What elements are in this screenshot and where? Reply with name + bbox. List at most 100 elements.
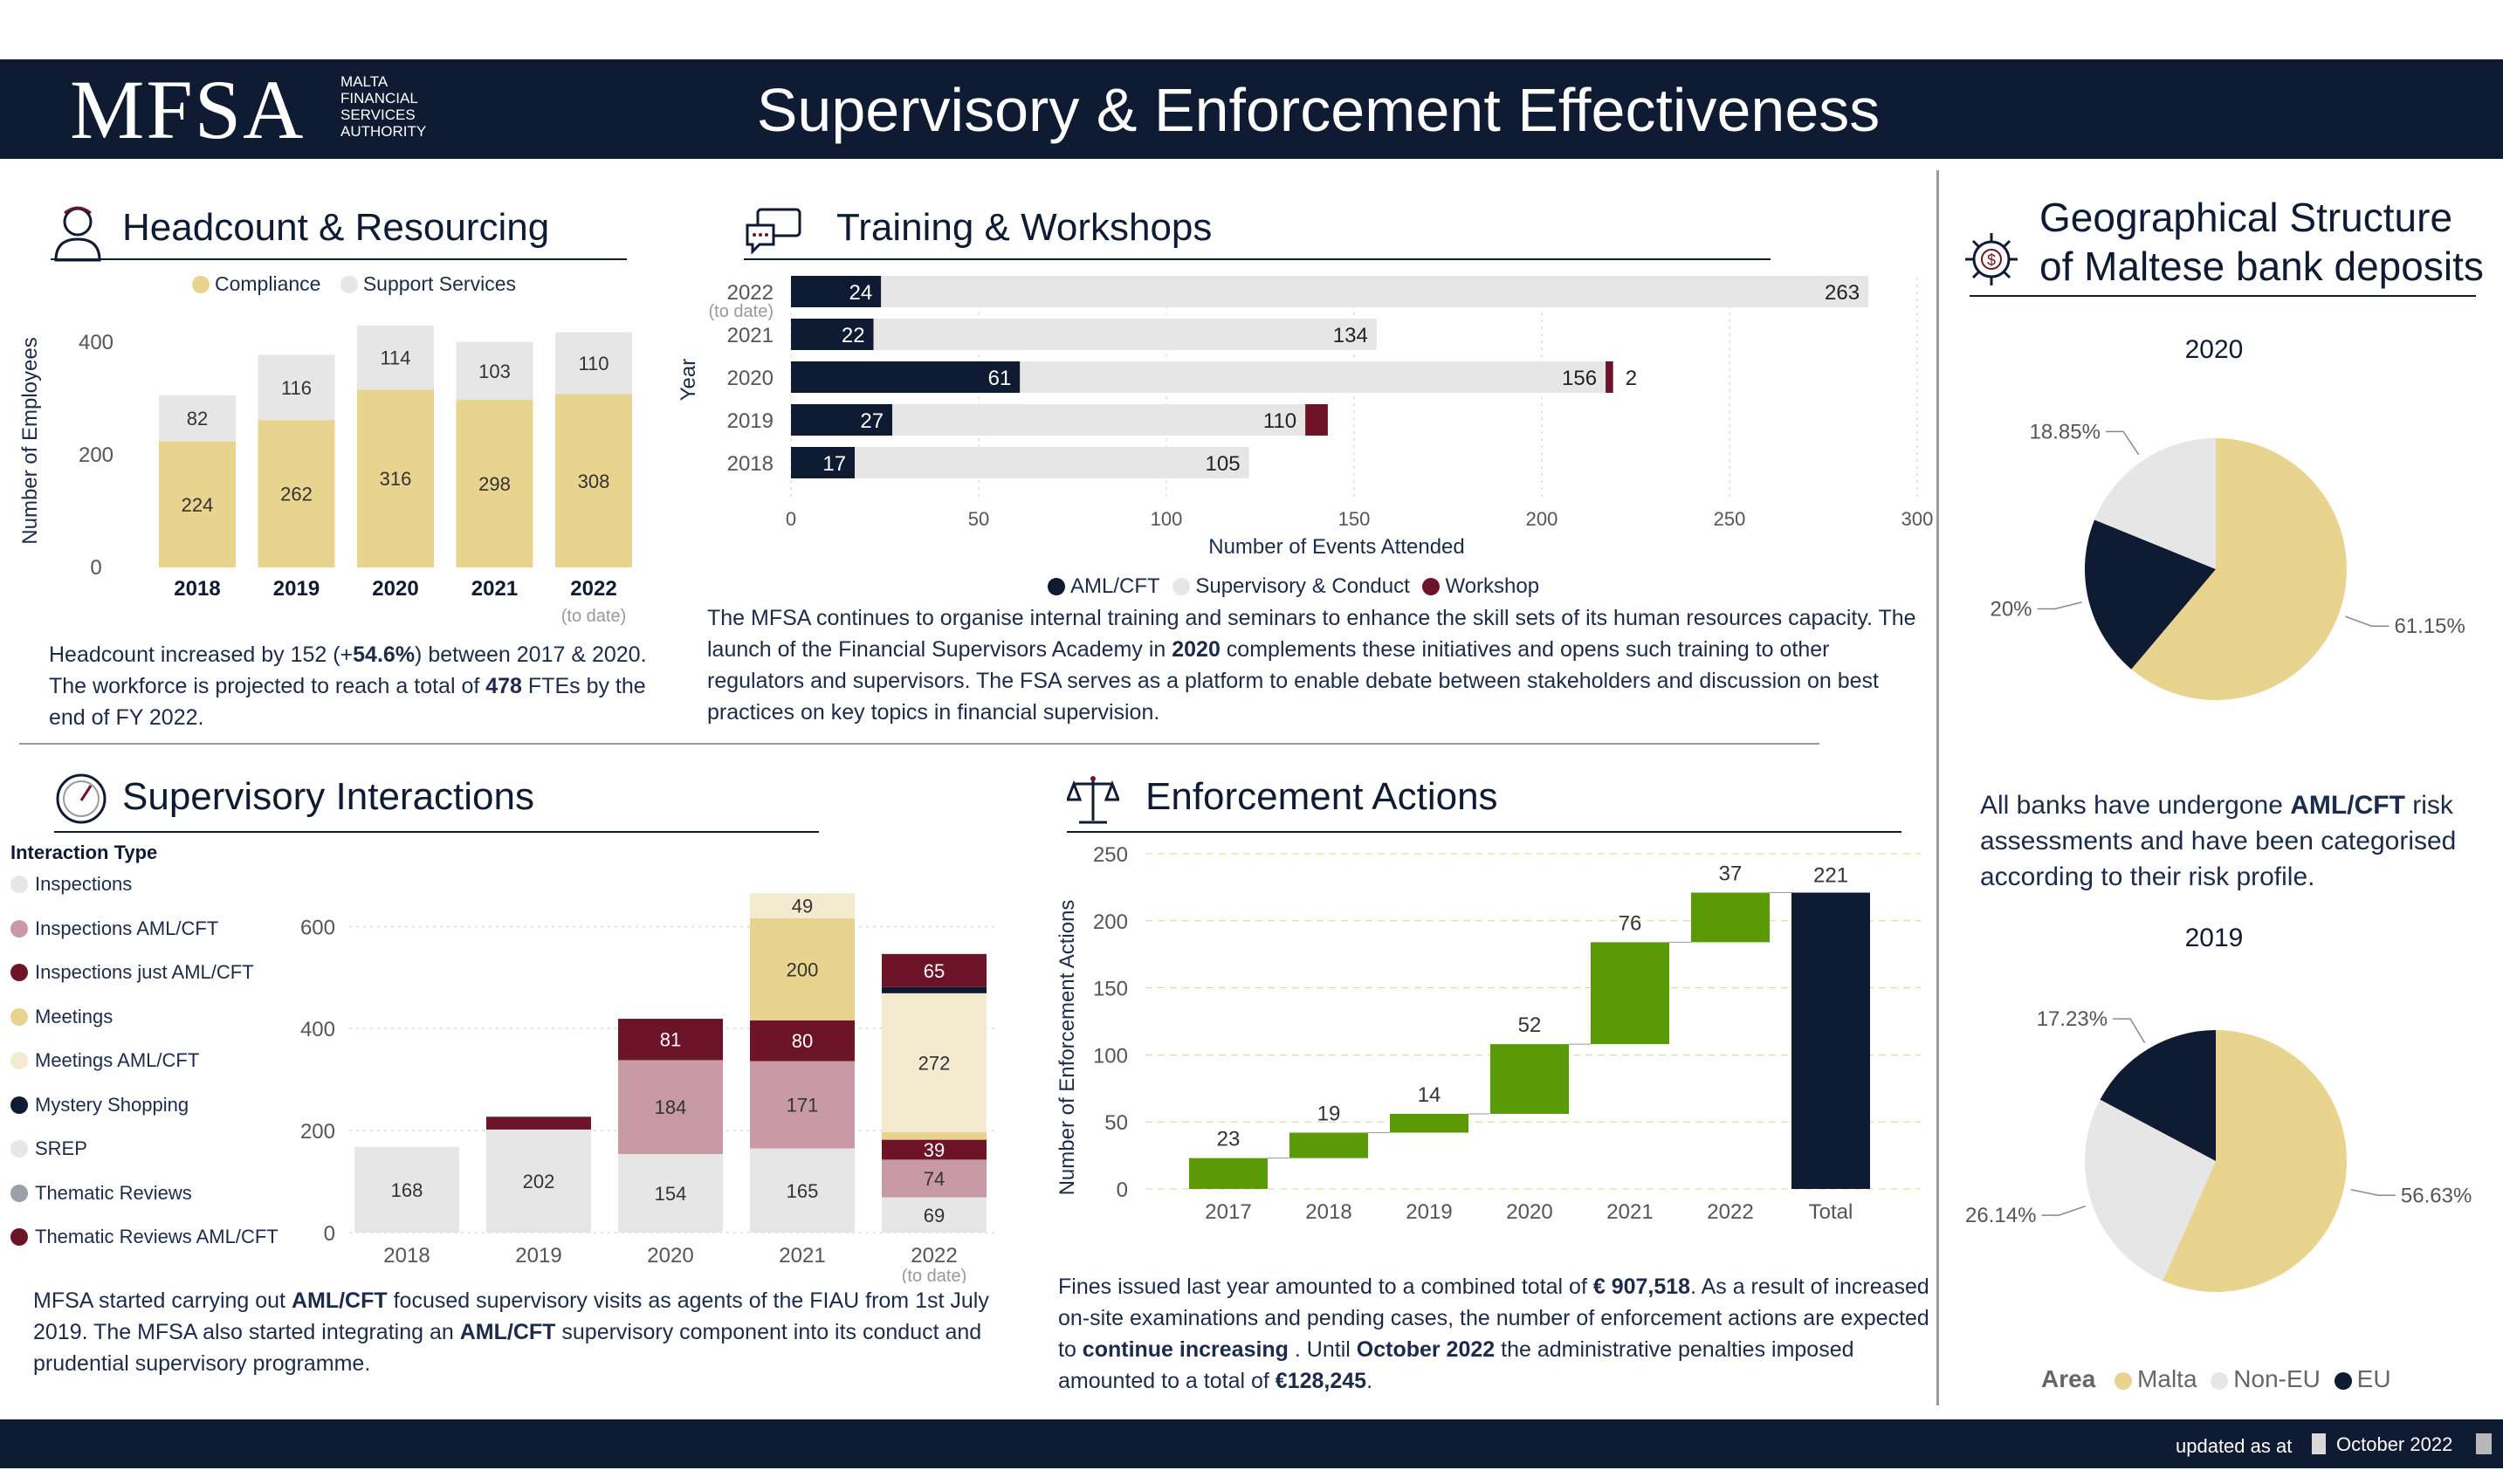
data-label: 23	[1217, 1128, 1241, 1151]
bar-supervisory-conduct	[855, 447, 1249, 478]
legend-label: Meetings AML/CFT	[35, 1049, 200, 1071]
bar-support	[456, 341, 533, 400]
bar-aml	[791, 319, 874, 350]
x-tick-label: 2019	[1406, 1200, 1452, 1224]
training-chart: 0 50 100 150 200 250 300 Number of Events Atten…	[677, 276, 1933, 559]
bar-segment	[618, 1060, 723, 1154]
legend-swatch	[10, 876, 28, 893]
logo-sub-line: AUTHORITY	[340, 123, 427, 140]
bar-total	[1791, 892, 1870, 1189]
x-tick-label: 2019	[515, 1244, 561, 1268]
bar-support	[555, 332, 632, 395]
legend-label: Inspections AML/CFT	[35, 917, 219, 939]
data-label: 82	[187, 408, 208, 429]
horizontal-divider	[19, 743, 1819, 745]
data-label: 80	[792, 1030, 813, 1052]
footer-scroll-handle[interactable]	[2476, 1433, 2492, 1454]
x-tick-label: 200	[1526, 508, 1558, 530]
data-label: 171	[787, 1095, 819, 1116]
data-label: 110	[578, 353, 609, 374]
data-label: 49	[792, 896, 813, 917]
x-tick-label: 2018	[383, 1244, 430, 1268]
supervisory-text: MFSA started carrying out AML/CFT focuse…	[33, 1288, 989, 1376]
data-label: 114	[380, 347, 410, 369]
bar-supervisory-conduct	[873, 319, 1377, 350]
enforcement-title-rule	[1067, 831, 1901, 833]
bar-segment	[486, 1129, 591, 1233]
data-label: 17	[822, 452, 846, 476]
legend-swatch	[10, 1007, 28, 1026]
data-label: 19	[1317, 1102, 1341, 1125]
pie-slice	[2131, 438, 2347, 700]
legend-item-interaction: Meetings AML/CFT	[10, 1049, 199, 1072]
bar-segment	[882, 1197, 987, 1233]
enforcement-chart: Number of Enforcement Actions 0 50 100 150 20…	[1056, 843, 1921, 1224]
x-tick-label: 2020	[372, 577, 418, 601]
training-legend: AML/CFT Supervisory & Conduct Workshop	[1048, 574, 1553, 599]
bar-increase	[1691, 892, 1770, 943]
data-label: 39	[924, 1139, 945, 1161]
y-tick-label: 2021	[727, 324, 774, 347]
y-tick-label: 2018	[727, 452, 774, 476]
bar-segment	[354, 1146, 459, 1233]
to-date-note: (to date)	[709, 302, 774, 321]
legend-item-supervisory-conduct: Supervisory & Conduct	[1172, 574, 1410, 598]
data-label: 308	[578, 471, 610, 492]
data-label: 154	[655, 1183, 687, 1205]
pie-slice	[2085, 1099, 2216, 1281]
legend-item-interaction: Meetings	[10, 1006, 113, 1028]
x-tick-label: 2019	[273, 577, 320, 601]
data-label: 262	[280, 484, 313, 505]
legend-item-workshop: Workshop	[1422, 574, 1539, 598]
bar-aml	[791, 404, 893, 436]
y-tick-label: 400	[300, 1018, 335, 1041]
bar-supervisory-conduct	[892, 404, 1306, 436]
logo-sub-line: FINANCIAL	[340, 90, 418, 106]
y-tick-label: 0	[324, 1222, 335, 1246]
pie-slice	[2100, 1030, 2216, 1161]
data-label: 184	[655, 1096, 687, 1118]
headcount-ylabel: Number of Employees	[18, 337, 42, 544]
pie-leader-line	[2345, 615, 2390, 627]
bar-workshop	[1606, 361, 1613, 393]
x-tick-label: 2022	[570, 577, 616, 601]
headcount-chart: Number of Employees 0 200 400 224 82 2018 262 11…	[18, 325, 632, 626]
data-label: 156	[1562, 367, 1597, 390]
legend-item-eu: EU	[2334, 1365, 2391, 1392]
bar-compliance	[258, 420, 335, 567]
bar-segment	[882, 993, 987, 1132]
footer-date: October 2022	[2336, 1433, 2453, 1455]
bar-segment	[750, 1020, 855, 1061]
legend-item-aml: AML/CFT	[1048, 574, 1160, 598]
legend-item-interaction: Thematic Reviews AML/CFT	[10, 1226, 278, 1248]
chat-icon	[746, 208, 801, 255]
y-tick-label: 2020	[727, 367, 774, 390]
x-tick-label: 150	[1338, 508, 1371, 530]
legend-label: Inspections just AML/CFT	[35, 961, 254, 983]
page-title: Supervisory & Enforcement Effectiveness	[756, 76, 1881, 144]
x-tick-label: Total	[1809, 1200, 1853, 1224]
training-xlabel: Number of Events Attended	[1208, 535, 1465, 559]
y-tick-label: 50	[1104, 1111, 1128, 1135]
date-slicer-handle[interactable]	[2312, 1433, 2326, 1454]
interaction-legend-title: Interaction Type	[10, 842, 158, 863]
pie-leader-line	[2041, 1205, 2086, 1216]
bar-supervisory-conduct	[1020, 361, 1606, 393]
pie-year: 2020	[2185, 335, 2244, 364]
supervisory-title: Supervisory Interactions	[122, 775, 534, 818]
data-label: 165	[787, 1180, 819, 1202]
vertical-divider	[1936, 170, 1939, 1405]
data-label: 2	[1626, 367, 1637, 390]
x-tick-label: 2021	[471, 577, 518, 601]
pie-slice	[2094, 438, 2216, 569]
data-label: 24	[849, 281, 872, 305]
legend-label: Thematic Reviews	[35, 1181, 192, 1204]
y-tick-label: 2019	[727, 409, 774, 433]
x-tick-label: 50	[968, 508, 989, 530]
data-label: 61	[988, 367, 1012, 390]
y-tick-label: 100	[1093, 1044, 1128, 1068]
bar-aml	[791, 276, 882, 307]
x-tick-label: 2022	[911, 1244, 957, 1268]
legend-swatch	[10, 1140, 28, 1158]
logo-sub-line: MALTA	[340, 73, 389, 90]
